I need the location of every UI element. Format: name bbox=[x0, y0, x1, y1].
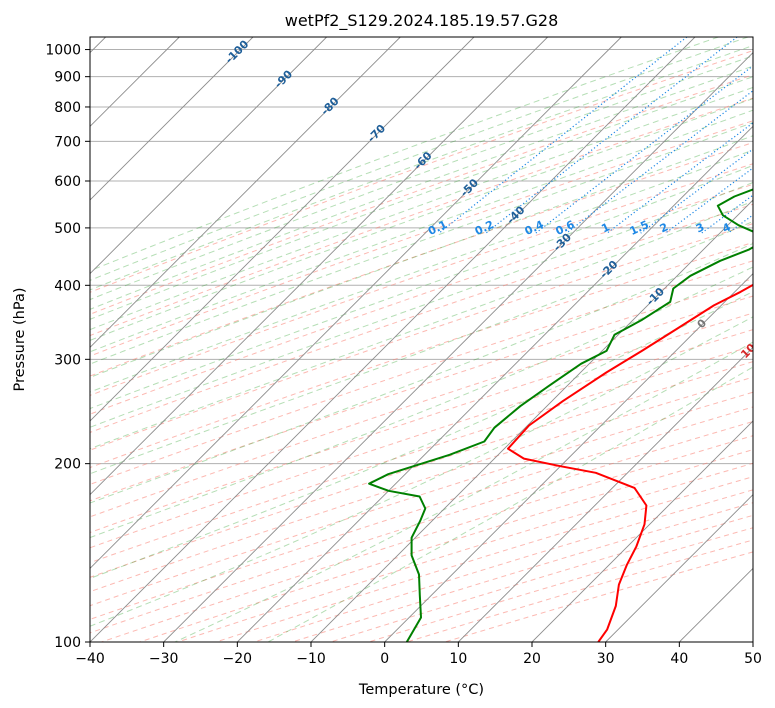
dry-adiabat bbox=[90, 97, 753, 337]
dry-adiabat bbox=[90, 329, 753, 549]
x-tick-label: −40 bbox=[75, 651, 105, 667]
isotherm-line bbox=[163, 52, 753, 642]
mixing-ratio-line bbox=[485, 37, 738, 234]
dry-adiabat bbox=[90, 241, 753, 469]
y-tick-label: 100 bbox=[54, 635, 81, 651]
x-tick-label: −30 bbox=[149, 651, 179, 667]
y-tick-label: 900 bbox=[54, 70, 81, 86]
y-tick-label: 500 bbox=[54, 221, 81, 237]
x-tick-label: −20 bbox=[223, 651, 253, 667]
x-tick-label: −10 bbox=[296, 651, 326, 667]
plot-frame bbox=[89, 36, 754, 643]
isotherm-line bbox=[90, 37, 327, 275]
moist-adiabat bbox=[267, 366, 753, 642]
isotherm-line bbox=[90, 37, 401, 348]
dry-adiabat bbox=[90, 391, 753, 607]
y-tick-label: 300 bbox=[54, 352, 81, 368]
dry-adiabat bbox=[90, 142, 753, 377]
isotherm-line bbox=[90, 37, 475, 422]
sounding-profiles bbox=[368, 188, 753, 642]
chart-title: wetPf2_S129.2024.185.19.57.G28 bbox=[285, 11, 559, 31]
moist-adiabat bbox=[90, 200, 753, 450]
x-tick-label: 50 bbox=[744, 651, 762, 667]
moist-adiabat bbox=[90, 164, 753, 410]
temperature-profile bbox=[507, 283, 753, 642]
y-tick-label: 700 bbox=[54, 134, 81, 150]
moist-adiabat bbox=[90, 76, 753, 320]
isotherm-line bbox=[90, 37, 548, 496]
moist-adiabat bbox=[90, 55, 753, 301]
dry-adiabat bbox=[90, 74, 753, 315]
mixing-ratio-line bbox=[535, 65, 753, 234]
x-tick-label: 40 bbox=[670, 651, 688, 667]
isotherm-line bbox=[90, 37, 696, 642]
dry-adiabat bbox=[90, 345, 753, 564]
moist-adiabat bbox=[90, 109, 753, 353]
x-tick-label: 0 bbox=[380, 651, 389, 667]
moist-adiabat bbox=[90, 37, 719, 272]
moist-adiabat bbox=[90, 266, 753, 539]
isotherm-line bbox=[531, 420, 753, 642]
y-tick-label: 400 bbox=[54, 278, 81, 294]
y-tick-label: 600 bbox=[54, 174, 81, 190]
y-tick-label: 1000 bbox=[45, 43, 81, 59]
moist-adiabat bbox=[90, 44, 753, 291]
moist-adiabat bbox=[90, 242, 753, 504]
isotherm-line bbox=[90, 37, 622, 569]
y-tick-label: 800 bbox=[54, 100, 81, 116]
moist-adiabat bbox=[90, 98, 753, 341]
isotherm-line bbox=[90, 37, 254, 201]
dry-adiabat bbox=[90, 295, 753, 518]
dry-adiabat bbox=[90, 50, 753, 293]
isotherm-line bbox=[384, 273, 753, 642]
dry-adiabat bbox=[90, 376, 753, 593]
isotherm-line bbox=[605, 494, 753, 642]
dry-adiabat bbox=[90, 203, 753, 433]
dry-adiabat bbox=[90, 163, 753, 396]
background-lines bbox=[90, 37, 753, 642]
x-tick-label: 30 bbox=[597, 651, 615, 667]
x-tick-label: 10 bbox=[449, 651, 467, 667]
isotherm-line bbox=[237, 125, 753, 642]
moist-adiabat bbox=[90, 86, 753, 331]
x-tick-label: 20 bbox=[523, 651, 541, 667]
dry-adiabat bbox=[90, 183, 753, 415]
mixing-ratio-line bbox=[606, 122, 753, 234]
x-axis: −40 −30 −20 −10 0 10 20 30 40 50 bbox=[75, 642, 762, 667]
moist-adiabat bbox=[90, 65, 753, 310]
isotherm-line bbox=[458, 346, 753, 642]
y-tick-label: 200 bbox=[54, 457, 81, 473]
y-axis: 100 200 300 400 500 600 700 800 900 1000 bbox=[45, 43, 90, 651]
moist-adiabat bbox=[90, 181, 753, 428]
dewpoint-profile bbox=[368, 188, 753, 642]
x-axis-title: Temperature (°C) bbox=[358, 682, 484, 698]
y-axis-title: Pressure (hPa) bbox=[12, 287, 28, 391]
